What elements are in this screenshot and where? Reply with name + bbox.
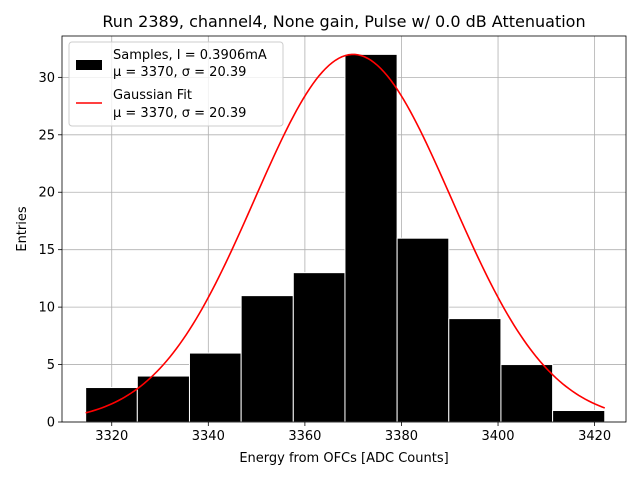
x-tick-label: 3420 (578, 429, 611, 444)
x-tick-label: 3380 (385, 429, 418, 444)
legend-box (68, 41, 284, 127)
y-tick-label: 10 (38, 301, 55, 316)
x-tick-label: 3320 (95, 429, 128, 444)
y-axis-ticks: 0 5 10 15 20 25 30 (38, 71, 62, 431)
chart-title: Run 2389, channel4, None gain, Pulse w/ … (102, 12, 585, 31)
histogram-bar (240, 295, 294, 423)
x-tick-label: 3360 (288, 429, 321, 444)
plot-frame (61, 35, 627, 423)
x-axis-label: Energy from OFCs [ADC Counts] (239, 451, 448, 466)
y-tick-label: 0 (47, 416, 55, 431)
histogram-bar (552, 410, 606, 423)
histogram-bar (292, 272, 346, 423)
legend-fit-stats: μ = 3370, σ = 20.39 (113, 106, 246, 121)
histogram-bar (396, 237, 450, 423)
y-tick-label: 5 (47, 358, 55, 373)
histogram-bar (448, 318, 502, 423)
x-tick-label: 3400 (481, 429, 514, 444)
x-axis-ticks: 3320 3340 3360 3380 3400 3420 (95, 422, 611, 444)
legend: Samples, I = 0.3906mA μ = 3370, σ = 20.3… (68, 41, 284, 127)
legend-samples-stats: μ = 3370, σ = 20.39 (113, 65, 246, 80)
legend-samples-label: Samples, I = 0.3906mA (113, 48, 267, 63)
y-tick-label: 20 (38, 186, 55, 201)
legend-fit-label: Gaussian Fit (113, 88, 192, 103)
legend-samples-swatch (76, 60, 102, 70)
y-tick-label: 30 (38, 71, 55, 86)
histogram-bar (500, 364, 554, 423)
y-axis-label: Entries (15, 206, 30, 252)
histogram-bar (344, 53, 398, 423)
x-tick-label: 3340 (192, 429, 225, 444)
y-tick-label: 15 (38, 243, 55, 258)
histogram-bar (188, 352, 242, 423)
gaussian-fit-line (85, 53, 606, 414)
y-tick-label: 25 (38, 128, 55, 143)
